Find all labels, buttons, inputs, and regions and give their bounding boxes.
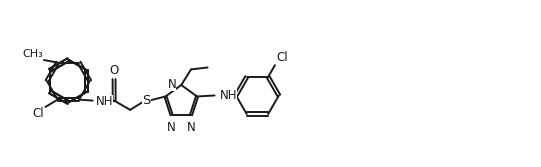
Text: CH₃: CH₃	[23, 49, 43, 59]
Text: S: S	[142, 94, 150, 107]
Text: N: N	[187, 121, 196, 134]
Text: NH: NH	[96, 95, 113, 108]
Text: NH: NH	[220, 90, 237, 103]
Text: N: N	[168, 78, 176, 91]
Text: Cl: Cl	[276, 51, 288, 64]
Text: Cl: Cl	[33, 107, 44, 120]
Text: N: N	[167, 121, 175, 134]
Text: O: O	[109, 64, 119, 77]
